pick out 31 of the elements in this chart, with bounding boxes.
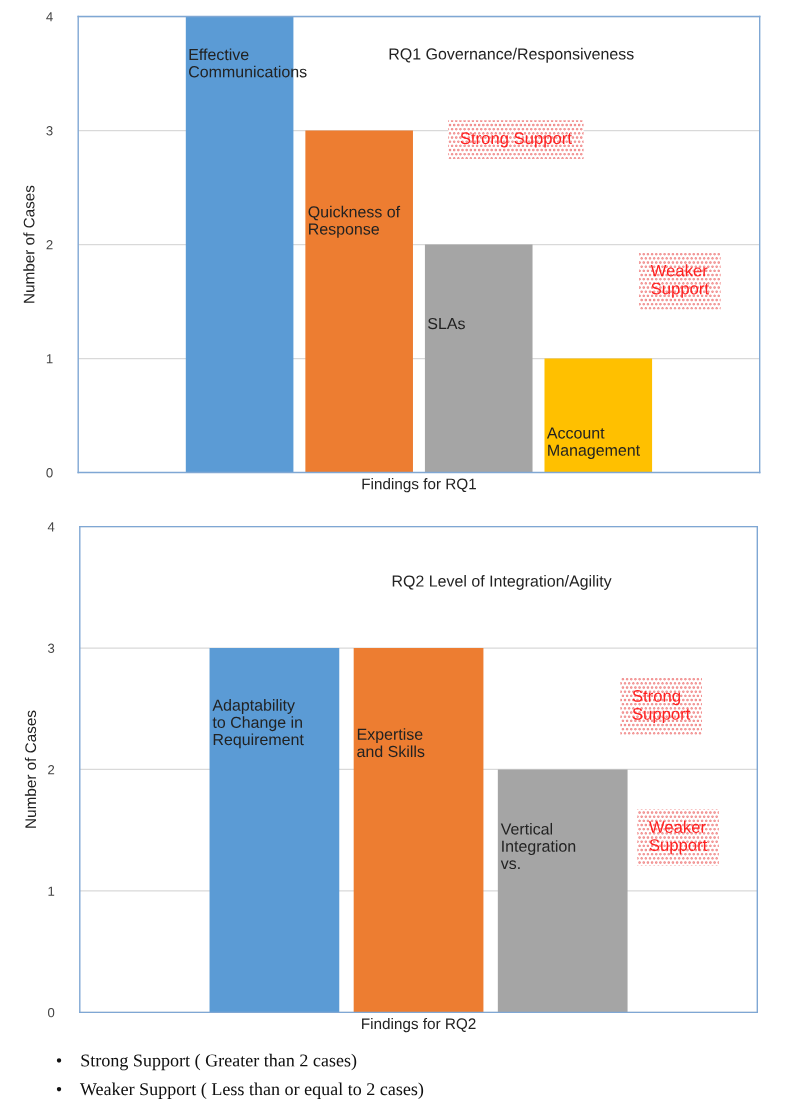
y-tick-label: 1 [46, 354, 53, 364]
x-axis-title: Findings for RQ1 [362, 478, 476, 493]
x-tick-label: Account Management [546, 427, 640, 460]
y-axis-title: Number of Cases [23, 185, 35, 303]
y-tick-label: 3 [47, 643, 55, 653]
x-axis-title: Findings for RQ2 [362, 1017, 476, 1033]
y-tick-label: 4 [47, 522, 55, 532]
y-axis-title: Number of Cases [24, 710, 37, 828]
bar [544, 358, 653, 473]
text: • Weaker Support ( Less than or equal to 2 cases) [56, 1082, 424, 1099]
text: • Strong Support ( Greater than 2 cases) [56, 1053, 357, 1071]
annotation: Weaker Support [650, 264, 709, 298]
annotation: Strong Support [460, 132, 572, 148]
y-tick-label: 3 [46, 126, 53, 136]
annotation: Weaker Support [648, 820, 708, 855]
text: RQ2 Level of Integration/Agility [392, 575, 612, 590]
bar [424, 244, 533, 473]
text: RQ1 Governance/Responsiveness [389, 47, 634, 63]
y-tick-label: 4 [46, 12, 53, 22]
annotation: Strong Support [632, 690, 691, 724]
y-tick-label: 2 [46, 240, 53, 250]
x-tick-label: Quickness of Response [308, 205, 401, 238]
y-tick-label: 2 [48, 765, 55, 775]
bar [305, 130, 413, 473]
x-tick-label: SLAs [428, 317, 465, 330]
x-tick-label: Vertical Integration vs. [500, 822, 576, 870]
y-tick-label: 1 [48, 886, 55, 896]
x-tick-label: Adaptability to Change in Requirement [212, 699, 304, 749]
x-tick-label: Expertise and Skills [357, 728, 425, 758]
y-tick-label: 0 [47, 1007, 55, 1018]
y-tick-label: 0 [46, 468, 53, 478]
